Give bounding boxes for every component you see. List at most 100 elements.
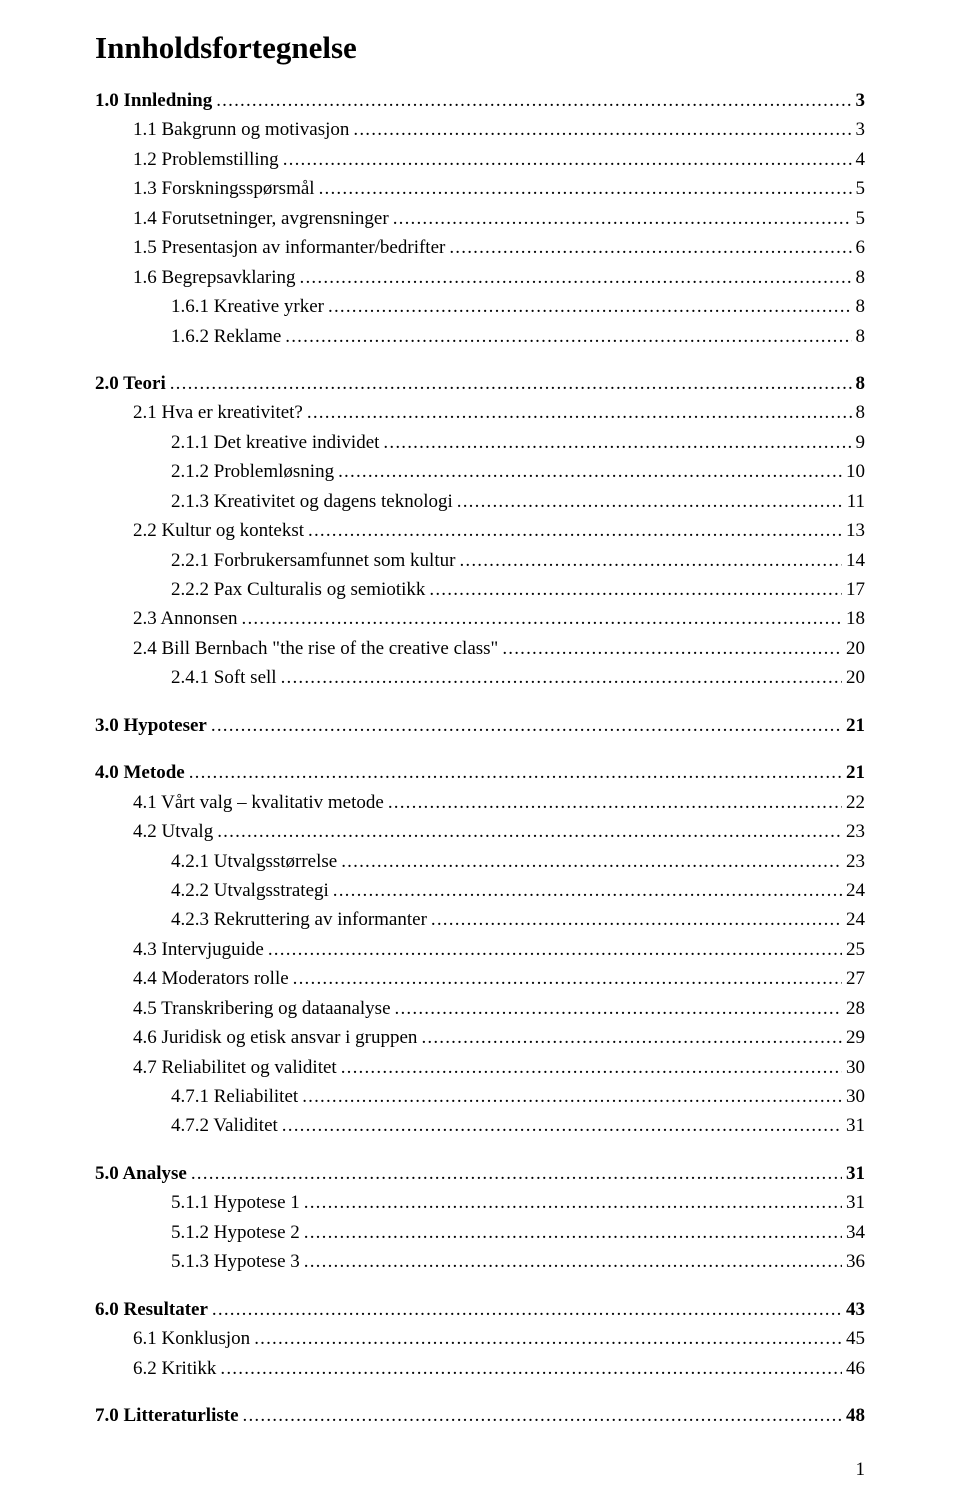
toc-entry: 4.3 Intervjuguide25 — [95, 935, 865, 964]
toc-section: 2.0 Teori82.1 Hva er kreativitet?82.1.1 … — [95, 369, 865, 693]
toc-entry-page: 20 — [846, 663, 865, 692]
toc-section: 4.0 Metode214.1 Vårt valg – kvalitativ m… — [95, 758, 865, 1141]
toc-leader — [281, 663, 842, 692]
toc-entry-label: 1.2 Problemstilling — [133, 145, 279, 174]
toc-leader — [333, 876, 842, 905]
toc-entry-label: 2.1.3 Kreativitet og dagens teknologi — [171, 487, 453, 516]
toc-entry-page: 24 — [846, 905, 865, 934]
toc-entry-label: 7.0 Litteraturliste — [95, 1401, 239, 1430]
toc-entry: 4.7.1 Reliabilitet30 — [95, 1082, 865, 1111]
toc-leader — [449, 233, 851, 262]
toc-entry: 6.2 Kritikk 46 — [95, 1354, 865, 1383]
toc-section: 3.0 Hypoteser21 — [95, 711, 865, 740]
toc-leader — [353, 115, 851, 144]
toc-entry-page: 30 — [846, 1053, 865, 1082]
toc-entry: 1.6.2 Reklame8 — [95, 322, 865, 351]
toc-entry: 4.2.3 Rekruttering av informanter 24 — [95, 905, 865, 934]
toc-leader — [304, 1218, 842, 1247]
toc-entry: 5.1.3 Hypotese 336 — [95, 1247, 865, 1276]
table-of-contents: 1.0 Innledning31.1 Bakgrunn og motivasjo… — [95, 86, 865, 1430]
toc-entry-label: 6.2 Kritikk — [133, 1354, 216, 1383]
toc-section: 5.0 Analyse 315.1.1 Hypotese 1315.1.2 Hyp… — [95, 1159, 865, 1277]
toc-entry-page: 5 — [856, 204, 866, 233]
toc-entry: 2.3 Annonsen 18 — [95, 604, 865, 633]
toc-entry: 7.0 Litteraturliste 48 — [95, 1401, 865, 1430]
toc-entry: 4.2.2 Utvalgsstrategi24 — [95, 876, 865, 905]
toc-entry: 3.0 Hypoteser21 — [95, 711, 865, 740]
toc-entry: 2.1.1 Det kreative individet9 — [95, 428, 865, 457]
toc-section: 6.0 Resultater436.1 Konklusjon456.2 Krit… — [95, 1295, 865, 1383]
toc-entry-label: 4.7.2 Validitet — [171, 1111, 278, 1140]
toc-entry: 6.1 Konklusjon 45 — [95, 1324, 865, 1353]
toc-entry-label: 4.6 Juridisk og etisk ansvar i gruppen — [133, 1023, 417, 1052]
toc-entry-label: 1.4 Forutsetninger, avgrensninger — [133, 204, 389, 233]
toc-entry-label: 4.2.3 Rekruttering av informanter — [171, 905, 427, 934]
toc-entry: 4.0 Metode 21 — [95, 758, 865, 787]
toc-entry-page: 8 — [856, 369, 866, 398]
toc-entry-page: 31 — [846, 1188, 865, 1217]
toc-entry-page: 23 — [846, 817, 865, 846]
toc-entry-page: 14 — [846, 546, 865, 575]
toc-leader — [388, 788, 842, 817]
toc-entry-label: 2.1.1 Det kreative individet — [171, 428, 379, 457]
toc-leader — [383, 428, 851, 457]
toc-entry-page: 45 — [846, 1324, 865, 1353]
toc-entry-page: 48 — [846, 1401, 865, 1430]
toc-entry-page: 10 — [846, 457, 865, 486]
toc-leader — [216, 86, 851, 115]
toc-leader — [459, 546, 842, 575]
toc-entry-page: 5 — [856, 174, 866, 203]
toc-leader — [308, 516, 842, 545]
toc-leader — [268, 935, 842, 964]
toc-entry-label: 4.0 Metode — [95, 758, 185, 787]
toc-entry: 2.1.2 Problemløsning 10 — [95, 457, 865, 486]
toc-entry-label: 2.1.2 Problemløsning — [171, 457, 334, 486]
toc-leader — [211, 711, 842, 740]
toc-entry-page: 8 — [856, 322, 866, 351]
toc-entry: 4.7.2 Validitet 31 — [95, 1111, 865, 1140]
doc-title: Innholdsfortegnelse — [95, 30, 865, 66]
toc-entry-page: 4 — [856, 145, 866, 174]
toc-entry-page: 27 — [846, 964, 865, 993]
toc-entry-page: 11 — [847, 487, 865, 516]
toc-leader — [170, 369, 852, 398]
toc-entry-page: 6 — [856, 233, 866, 262]
toc-entry-page: 46 — [846, 1354, 865, 1383]
toc-leader — [191, 1159, 842, 1188]
toc-entry-label: 5.0 Analyse — [95, 1159, 187, 1188]
page: Innholdsfortegnelse 1.0 Innledning31.1 B… — [0, 0, 960, 1509]
toc-entry-label: 4.2.2 Utvalgsstrategi — [171, 876, 329, 905]
toc-entry: 2.1 Hva er kreativitet?8 — [95, 398, 865, 427]
toc-leader — [300, 263, 852, 292]
toc-leader — [189, 758, 842, 787]
toc-entry-label: 2.4 Bill Bernbach "the rise of the creat… — [133, 634, 498, 663]
toc-entry-page: 22 — [846, 788, 865, 817]
toc-entry-label: 4.2 Utvalg — [133, 817, 213, 846]
toc-leader — [285, 322, 851, 351]
toc-entry: 2.2 Kultur og kontekst13 — [95, 516, 865, 545]
toc-entry-page: 21 — [846, 711, 865, 740]
toc-entry-page: 18 — [846, 604, 865, 633]
toc-leader — [502, 634, 842, 663]
toc-section: 7.0 Litteraturliste 48 — [95, 1401, 865, 1430]
toc-entry-page: 34 — [846, 1218, 865, 1247]
toc-entry-page: 31 — [846, 1111, 865, 1140]
toc-leader — [217, 817, 842, 846]
toc-entry-label: 1.6.1 Kreative yrker — [171, 292, 324, 321]
toc-leader — [429, 575, 842, 604]
toc-entry: 1.6.1 Kreative yrker8 — [95, 292, 865, 321]
toc-entry: 5.1.1 Hypotese 131 — [95, 1188, 865, 1217]
toc-leader — [243, 1401, 842, 1430]
toc-entry-page: 3 — [856, 115, 866, 144]
toc-entry-label: 2.3 Annonsen — [133, 604, 238, 633]
toc-entry: 1.5 Presentasjon av informanter/bedrifte… — [95, 233, 865, 262]
toc-entry-page: 20 — [846, 634, 865, 663]
toc-leader — [341, 1053, 842, 1082]
toc-entry-label: 6.1 Konklusjon — [133, 1324, 250, 1353]
toc-entry-label: 4.7 Reliabilitet og validitet — [133, 1053, 337, 1082]
toc-entry-page: 21 — [846, 758, 865, 787]
toc-leader — [254, 1324, 842, 1353]
toc-entry-page: 43 — [846, 1295, 865, 1324]
toc-leader — [338, 457, 842, 486]
toc-entry-label: 5.1.2 Hypotese 2 — [171, 1218, 300, 1247]
